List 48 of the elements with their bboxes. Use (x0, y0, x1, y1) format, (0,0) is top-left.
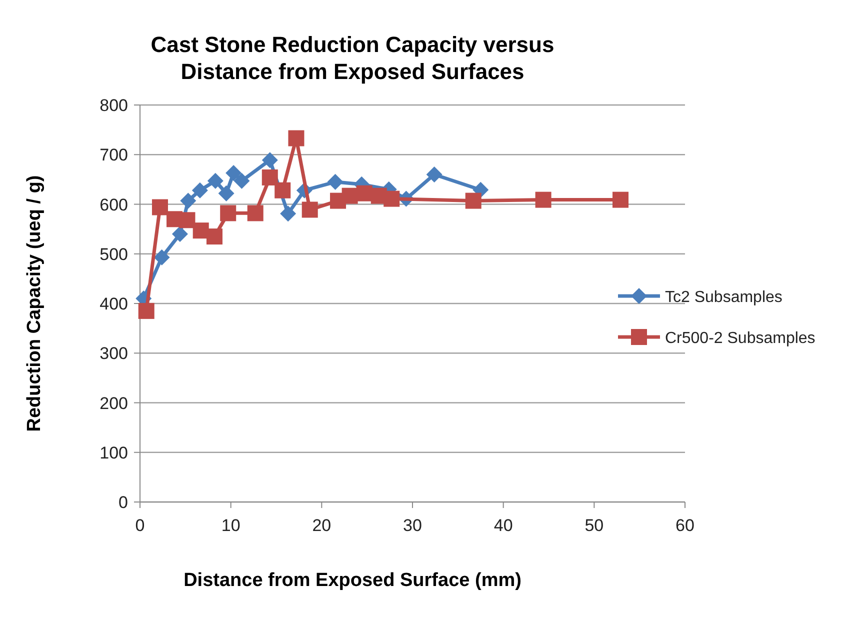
y-tick-label: 200 (100, 394, 128, 413)
x-tick-label: 60 (676, 516, 694, 535)
x-axis-title: Distance from Exposed Surface (mm) (184, 570, 522, 591)
point (274, 182, 291, 198)
y-tick-label: 600 (100, 195, 128, 214)
y-tick-label: 300 (100, 344, 128, 364)
point (535, 192, 552, 208)
point (280, 206, 296, 222)
point (220, 205, 236, 222)
x-tick-label: 10 (221, 516, 240, 535)
y-tick-label: 400 (100, 294, 128, 314)
y-tick-label: 700 (100, 146, 128, 165)
point (465, 192, 482, 209)
y-tick-label: 0 (118, 493, 128, 512)
point (262, 152, 278, 168)
point (192, 182, 208, 198)
x-tick-label: 20 (312, 516, 332, 535)
y-tick-label: 800 (100, 96, 128, 115)
point (612, 192, 629, 208)
y-tick-label: 500 (100, 244, 128, 264)
point (180, 192, 196, 209)
point (218, 185, 234, 202)
legend-label: Tc2 Subsamples (665, 289, 782, 306)
chart-title: Cast Stone Reduction Capacity versus Distance from Exposed Surfaces (150, 32, 554, 84)
point (192, 222, 209, 239)
point (226, 164, 242, 181)
y-tick-label: 100 (100, 443, 128, 462)
point (206, 228, 222, 245)
point (207, 172, 224, 189)
x-tick-label: 30 (403, 516, 422, 535)
point (327, 174, 344, 190)
y-axis-title: Reduction Capacity (ueq / g) (24, 175, 45, 432)
x-tick-label: 0 (135, 516, 145, 535)
legend-label: Cr500-2 Subsamples (665, 330, 816, 347)
point (426, 166, 442, 182)
point (302, 202, 318, 218)
point (154, 249, 170, 266)
x-tick-label: 50 (584, 516, 604, 535)
point (138, 302, 154, 319)
point (247, 205, 264, 222)
point (384, 190, 400, 207)
point (179, 212, 196, 228)
point (152, 199, 168, 216)
point (234, 172, 250, 189)
x-tick-label: 40 (494, 516, 513, 535)
point (262, 169, 278, 186)
point (288, 130, 304, 146)
point (172, 226, 188, 242)
